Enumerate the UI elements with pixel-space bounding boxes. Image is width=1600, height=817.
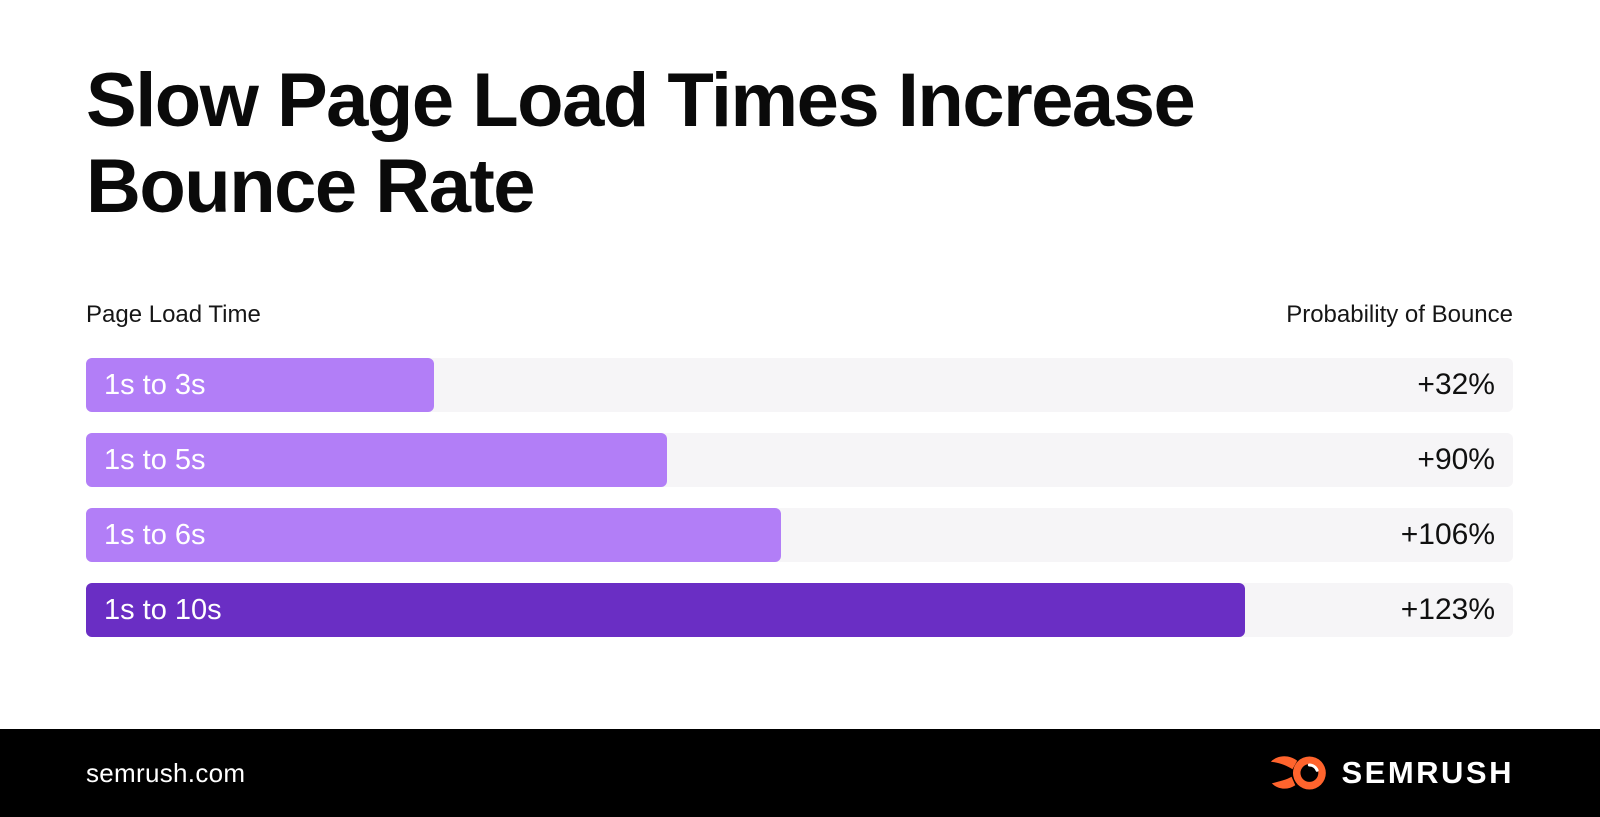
bar-value-label: +32% (1417, 368, 1495, 401)
bar-category-label: 1s to 10s (104, 593, 222, 626)
bar-row-1s-to-5s: 1s to 5s +90% (86, 433, 1513, 487)
page-title: Slow Page Load Times Increase Bounce Rat… (86, 58, 1196, 229)
bar-fill: 1s to 5s (86, 433, 667, 487)
x-axis-label: Probability of Bounce (1286, 301, 1513, 328)
bar-value-label: +123% (1400, 593, 1495, 626)
semrush-logo: SEMRUSH (1269, 750, 1514, 796)
bar-value-label: +90% (1417, 443, 1495, 476)
y-axis-label: Page Load Time (86, 301, 261, 328)
bar-fill: 1s to 6s (86, 508, 781, 562)
semrush-wordmark: SEMRUSH (1341, 755, 1514, 790)
bar-fill: 1s to 3s (86, 358, 435, 412)
chart-column-labels: Page Load Time Probability of Bounce (86, 301, 1513, 329)
bounce-rate-bar-chart: 1s to 3s +32% 1s to 5s +90% 1s to 6s +10… (86, 358, 1513, 637)
bar-value-label: +106% (1400, 518, 1495, 551)
bar-row-1s-to-10s: 1s to 10s +123% (86, 583, 1513, 637)
footer-bar: semrush.com SEMRUSH (0, 729, 1600, 817)
bar-row-1s-to-6s: 1s to 6s +106% (86, 508, 1513, 562)
semrush-flame-icon (1271, 756, 1327, 790)
bar-category-label: 1s to 6s (104, 518, 206, 551)
bar-category-label: 1s to 5s (104, 443, 206, 476)
footer-site-url: semrush.com (86, 757, 246, 788)
bar-category-label: 1s to 3s (104, 368, 206, 401)
bar-row-1s-to-3s: 1s to 3s +32% (86, 358, 1513, 412)
bar-fill: 1s to 10s (86, 583, 1245, 637)
